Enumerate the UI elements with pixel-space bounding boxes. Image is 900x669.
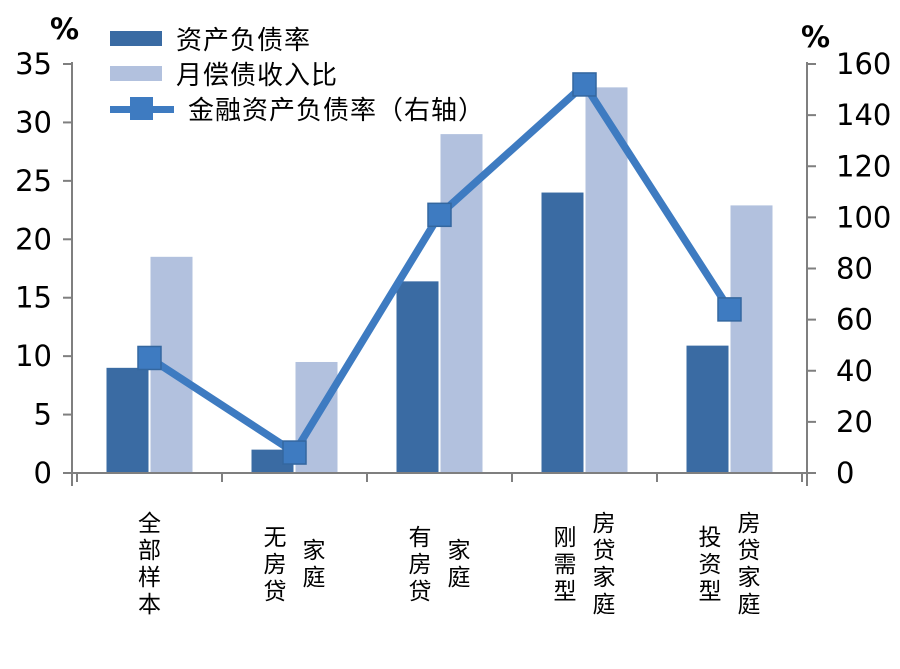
x-axis-label-line: 房贷家庭 [592, 511, 616, 618]
right-axis-tick-label: 100 [836, 200, 891, 234]
right-axis-tick-label: 120 [836, 149, 891, 183]
bar-series1 [686, 345, 729, 473]
bar-series2 [585, 87, 628, 473]
x-axis-label-line: 投资型 [698, 524, 722, 605]
legend: 资产负债率 月偿债收入比 金融资产负债率（右轴） [110, 21, 485, 126]
x-axis-label-line: 房贷家庭 [737, 511, 761, 618]
right-axis-unit-label: % [801, 20, 831, 54]
x-axis-label: 投资型房贷家庭 [697, 498, 762, 632]
x-axis-label-line: 家庭 [447, 538, 471, 591]
bar-series2 [730, 205, 773, 473]
left-axis-tick-label: 0 [34, 456, 52, 490]
bar-series1 [106, 367, 149, 473]
right-axis-tick-label: 40 [836, 354, 873, 388]
legend-item-monthly-debt-income-ratio: 月偿债收入比 [110, 56, 485, 91]
x-axis-label: 刚需型房贷家庭 [552, 498, 617, 632]
square-marker-icon [130, 96, 153, 120]
x-axis-label-line: 有房贷 [408, 524, 432, 605]
line-marker [572, 72, 597, 97]
x-axis-labels: 全部样本无房贷家庭有房贷家庭刚需型房贷家庭投资型房贷家庭 [0, 498, 900, 638]
left-axis-tick-label: 20 [15, 222, 52, 256]
line-marker-swatch [110, 96, 174, 121]
x-axis-label: 有房贷家庭 [407, 498, 472, 632]
right-axis-tick-label: 140 [836, 98, 891, 132]
left-axis-tick-label: 10 [15, 339, 52, 373]
x-axis-label-line: 全部样本 [138, 511, 161, 618]
bar-swatch-light [110, 66, 162, 81]
right-axis-tick-label: 60 [836, 303, 873, 337]
legend-item-financial-assets-liability-ratio: 金融资产负债率（右轴） [110, 91, 485, 126]
x-axis-label-line: 家庭 [302, 538, 326, 591]
left-axis-tick-label: 30 [15, 105, 52, 139]
right-axis-tick-label: 160 [836, 47, 891, 81]
bar-swatch-dark [110, 31, 162, 46]
line-marker [137, 345, 162, 371]
x-axis-label: 全部样本 [137, 498, 163, 632]
right-axis-tick-label: 20 [836, 405, 873, 439]
left-axis-tick-label: 25 [15, 164, 52, 198]
x-axis-label-line: 刚需型 [553, 524, 577, 605]
line-series [147, 78, 733, 458]
left-axis-unit-label: % [50, 12, 80, 46]
bar-series1 [541, 192, 584, 474]
right-axis-tick-label: 80 [836, 252, 873, 286]
left-axis-tick-label: 15 [15, 281, 52, 315]
x-axis-label-line: 无房贷 [263, 524, 287, 605]
line-marker [427, 202, 452, 228]
line-marker [282, 440, 307, 465]
line-marker [717, 297, 742, 322]
legend-label: 金融资产负债率（右轴） [188, 96, 486, 126]
left-axis-tick-label: 5 [34, 398, 52, 432]
legend-label: 月偿债收入比 [176, 61, 339, 91]
bar-series1 [396, 281, 439, 473]
legend-item-assets-liability-ratio: 资产负债率 [110, 21, 485, 56]
right-axis-tick-label: 0 [836, 456, 854, 490]
left-axis-tick-label: 35 [15, 47, 52, 81]
x-axis-label: 无房贷家庭 [262, 498, 327, 632]
legend-label: 资产负债率 [176, 26, 312, 56]
